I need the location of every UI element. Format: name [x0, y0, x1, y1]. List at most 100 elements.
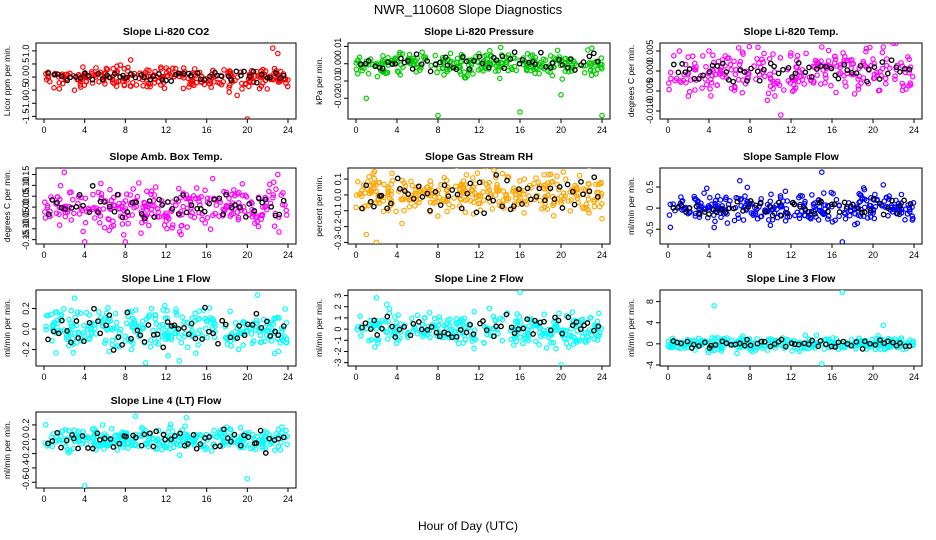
y-tick-label: -3	[333, 359, 343, 367]
y-tick-label: 3	[333, 293, 343, 298]
overlay-point	[181, 325, 187, 331]
data-point	[106, 201, 113, 208]
x-tick-label: 16	[827, 250, 837, 260]
data-point	[480, 68, 486, 74]
data-point	[759, 345, 765, 351]
overlay-point	[54, 199, 60, 206]
data-point	[384, 336, 391, 342]
data-point	[454, 55, 461, 62]
overlay-point	[463, 329, 470, 336]
overlay-point	[367, 326, 374, 332]
overlay-point	[238, 72, 244, 79]
data-point	[227, 426, 233, 433]
overlay-point	[58, 444, 64, 451]
overlay-point	[246, 201, 253, 207]
y-tick-label: -0.01	[333, 71, 343, 92]
overlay-point	[145, 322, 152, 328]
data-point	[211, 427, 218, 434]
overlay-point	[901, 197, 907, 204]
data-point	[582, 339, 589, 345]
y-tick-label: -2	[333, 347, 343, 355]
overlay-point	[407, 332, 414, 339]
data-point	[144, 440, 150, 446]
overlay-point	[199, 336, 206, 342]
data-point	[772, 93, 778, 99]
data-point	[97, 220, 103, 226]
overlay-point	[392, 334, 399, 340]
x-tick-label: 24	[597, 372, 607, 382]
overlay-point	[389, 61, 396, 67]
overlay-point	[511, 203, 517, 209]
overlay-point	[483, 327, 490, 333]
data-point	[84, 434, 91, 440]
data-point	[80, 228, 86, 235]
data-point	[813, 332, 820, 339]
data-point	[521, 176, 528, 183]
data-point	[176, 452, 183, 459]
overlay-point	[371, 203, 377, 210]
overlay-point	[511, 49, 518, 56]
data-point	[71, 210, 77, 217]
overlay-point	[253, 440, 260, 446]
data-point	[433, 325, 440, 332]
data-point	[159, 321, 166, 328]
data-point	[591, 203, 598, 210]
outlier-point	[254, 292, 261, 298]
overlay-point	[578, 178, 584, 185]
data-point	[61, 306, 67, 312]
data-point	[666, 212, 673, 218]
x-tick-label: 24	[283, 372, 293, 382]
data-point	[258, 212, 264, 219]
x-tick-label: 0	[41, 494, 46, 504]
data-point	[376, 179, 383, 186]
overlay-point	[571, 201, 578, 208]
data-point	[261, 338, 268, 345]
overlay-point	[714, 63, 721, 69]
data-point	[873, 69, 880, 76]
data-point	[152, 316, 159, 322]
data-point	[283, 212, 290, 218]
data-point	[531, 180, 537, 187]
data-point	[559, 76, 566, 82]
overlay-point	[485, 195, 492, 201]
data-point	[153, 320, 160, 327]
overlay-point	[771, 63, 777, 70]
data-point	[372, 344, 378, 350]
data-point	[581, 69, 588, 76]
data-point	[125, 445, 131, 451]
data-point	[226, 82, 233, 89]
data-point	[277, 340, 284, 346]
overlay-point	[797, 203, 803, 210]
data-point	[150, 327, 156, 334]
data-point	[226, 195, 232, 202]
data-point	[709, 334, 715, 341]
data-point	[196, 315, 203, 322]
data-point	[138, 230, 144, 236]
data-point	[366, 337, 372, 344]
overlay-point	[103, 322, 109, 329]
data-point	[226, 68, 233, 74]
data-point	[82, 195, 89, 202]
overlay-point	[164, 319, 171, 325]
overlay-point	[880, 211, 887, 218]
overlay-point	[276, 211, 283, 218]
x-tick-label: 4	[706, 250, 711, 260]
x-tick-label: 4	[394, 125, 399, 135]
data-point	[861, 196, 868, 203]
data-point	[148, 191, 154, 198]
panel-title: Slope Line 1 Flow	[122, 273, 212, 285]
scatter-points	[43, 45, 291, 119]
data-point	[134, 193, 141, 200]
data-point	[62, 213, 69, 220]
y-tick-label: 0.00	[21, 198, 31, 216]
overlay-point	[418, 61, 425, 68]
x-tick-label: 16	[202, 125, 212, 135]
overlay-point	[77, 75, 84, 81]
data-point	[438, 181, 444, 188]
data-point	[492, 174, 499, 181]
overlay-point	[748, 65, 754, 72]
data-point	[528, 185, 534, 191]
data-point	[583, 201, 590, 208]
data-point	[53, 210, 60, 217]
